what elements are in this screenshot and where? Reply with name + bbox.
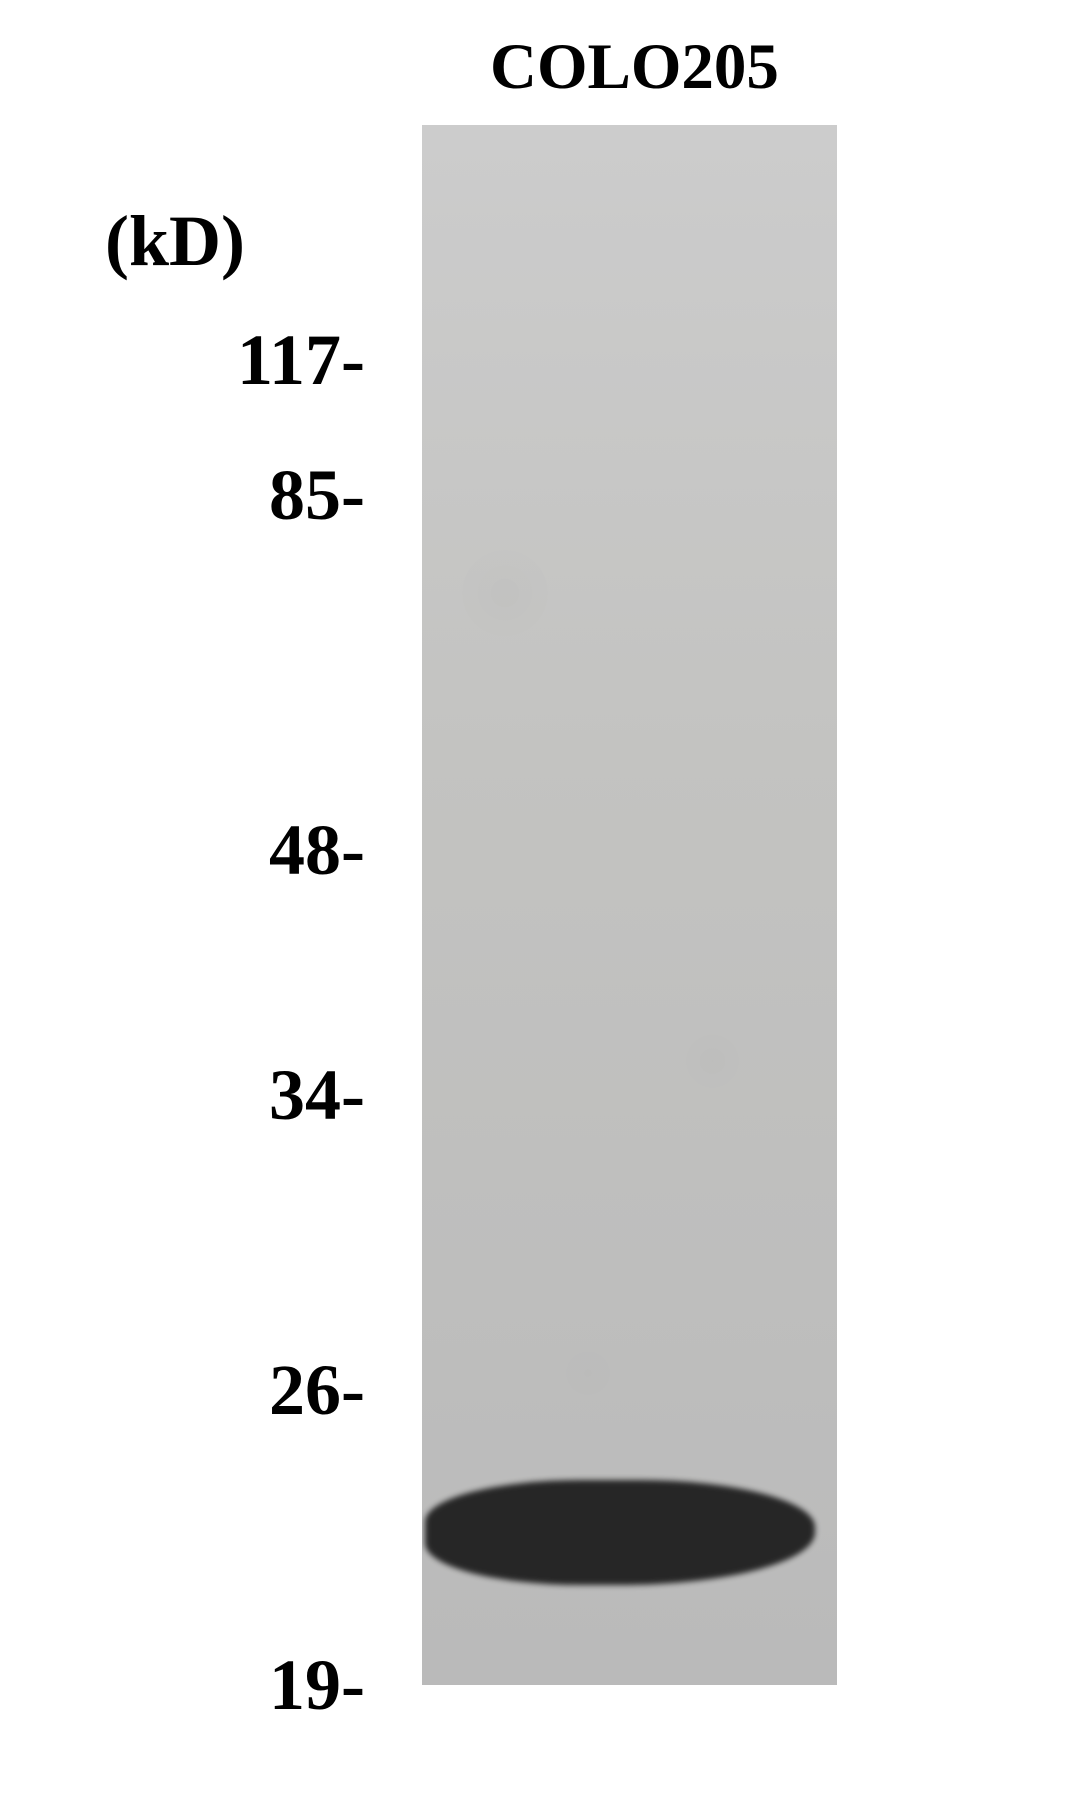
marker-48: 48- xyxy=(0,809,365,892)
marker-117: 117- xyxy=(0,319,365,402)
marker-26: 26- xyxy=(0,1349,365,1432)
marker-34: 34- xyxy=(0,1054,365,1137)
blot-texture xyxy=(422,125,837,1685)
unit-label-kd: (kD) xyxy=(105,200,245,283)
blot-lane xyxy=(422,125,837,1685)
protein-band xyxy=(425,1480,815,1585)
marker-85: 85- xyxy=(0,454,365,537)
lane-label: COLO205 xyxy=(490,30,779,105)
marker-19: 19- xyxy=(0,1644,365,1727)
